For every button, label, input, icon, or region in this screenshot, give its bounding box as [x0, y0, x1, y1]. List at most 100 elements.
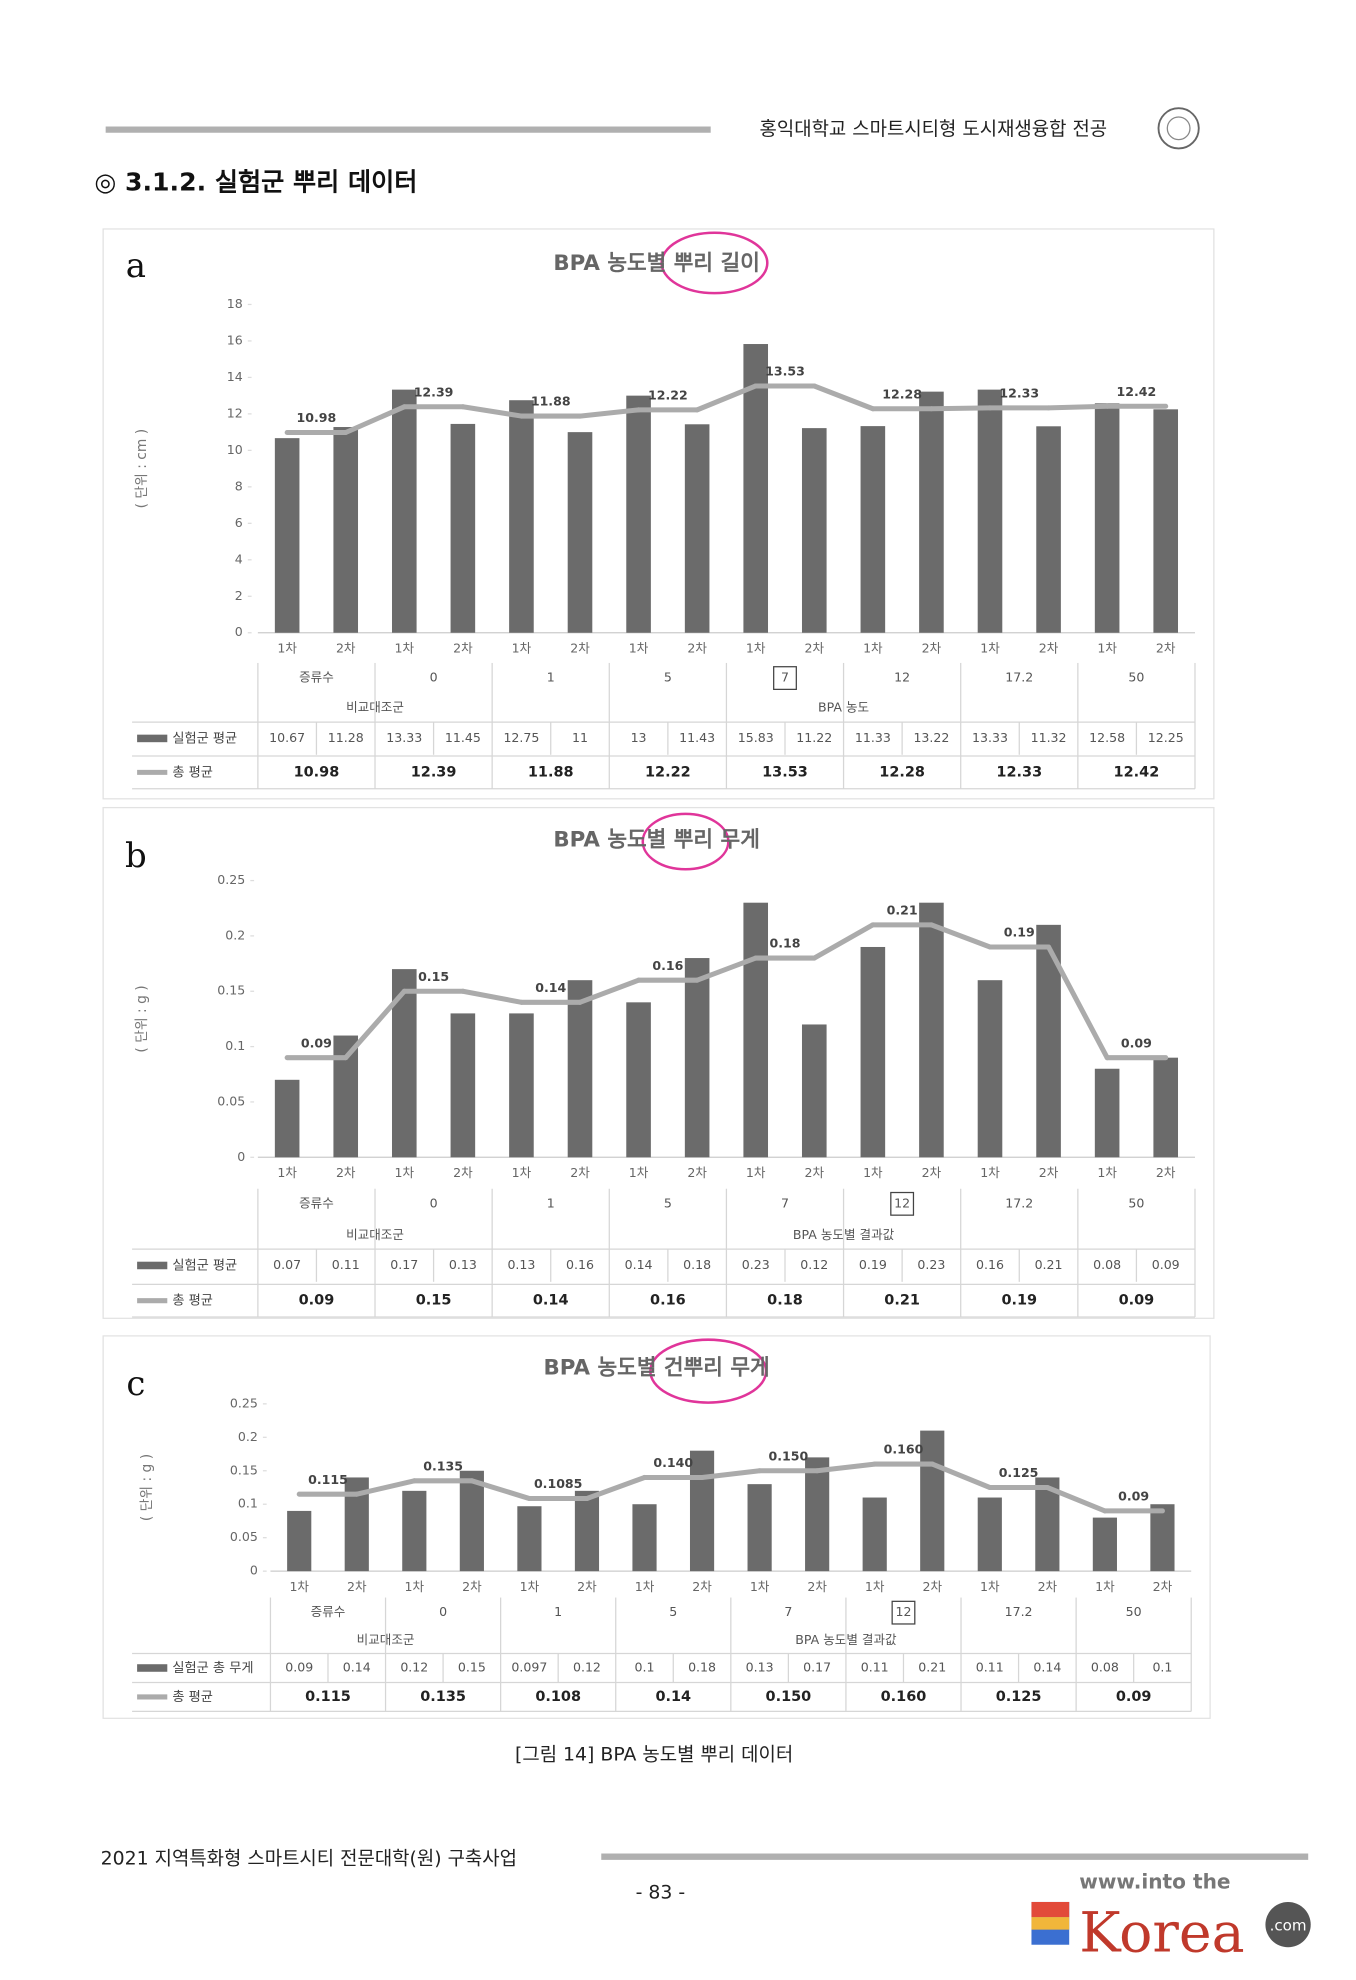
mean-line-link — [814, 1461, 878, 1474]
y-tick-label: 10 — [227, 442, 243, 457]
x-tick-label: 2차 — [462, 1579, 482, 1594]
bar — [860, 946, 886, 1158]
bar — [333, 1035, 359, 1158]
table-value: 13.33 — [386, 730, 422, 745]
bar — [450, 1013, 476, 1158]
panel-letter: c — [126, 1364, 145, 1404]
legend-label: 실험군 평균 — [172, 1257, 237, 1273]
data-label: 11.88 — [531, 394, 571, 409]
group-label: 5 — [664, 1195, 672, 1210]
table-value: 0.21 — [918, 1659, 946, 1674]
bar — [626, 395, 651, 633]
bar — [574, 1490, 600, 1572]
x-tick-label: 1차 — [395, 641, 415, 656]
mean-line-link — [343, 988, 407, 1061]
group-label: 17.2 — [1005, 1604, 1033, 1619]
mean-line-link — [694, 955, 759, 983]
x-tick-label: 1차 — [629, 1165, 649, 1180]
data-label: 12.28 — [882, 386, 922, 401]
table-mean: 0.14 — [533, 1293, 569, 1309]
bar — [743, 902, 769, 1158]
y-tick-label: 0.05 — [217, 1093, 245, 1108]
y-tick-label: 0.1 — [225, 1038, 245, 1053]
group-box — [891, 1600, 916, 1625]
table-value: 0.13 — [449, 1257, 477, 1272]
table-value: 11.45 — [445, 730, 481, 745]
page-number: - 83 - — [636, 1882, 686, 1904]
x-tick-label: 1차 — [512, 641, 532, 656]
group-label: 50 — [1128, 1195, 1144, 1210]
bar — [977, 1497, 1002, 1572]
bar — [459, 1470, 484, 1572]
table-mean: 13.53 — [762, 764, 808, 780]
data-label: 0.160 — [884, 1442, 924, 1457]
x-tick-label: 2차 — [570, 1165, 590, 1180]
table-value: 0.14 — [625, 1257, 653, 1272]
table-mean: 0.150 — [766, 1689, 812, 1705]
table-value: 10.67 — [269, 730, 305, 745]
x-tick-label: 2차 — [336, 1165, 356, 1180]
panel-letter: b — [125, 836, 147, 876]
table-mean: 12.33 — [996, 764, 1042, 780]
x-tick-label: 2차 — [577, 1579, 597, 1594]
group-label: 5 — [664, 670, 672, 685]
group-label: 12 — [894, 670, 910, 685]
mean-line-link — [694, 383, 759, 413]
table-value: 0.11 — [332, 1257, 360, 1272]
x-tick-label: 1차 — [863, 641, 883, 656]
table-value: 15.83 — [738, 730, 774, 745]
logo-com: .com — [1270, 1916, 1307, 1934]
y-tick-label: 6 — [235, 515, 243, 530]
table-value: 11 — [572, 730, 588, 745]
x-tick-label: 2차 — [805, 1165, 825, 1180]
y-tick-label: 0.25 — [217, 872, 245, 887]
chart-frame — [102, 228, 1215, 800]
table-mean: 0.15 — [416, 1293, 452, 1309]
table-mean: 0.09 — [1119, 1293, 1155, 1309]
group-label: 17.2 — [1005, 670, 1033, 685]
y-tick-label: 4 — [235, 551, 243, 566]
bar — [801, 1024, 827, 1158]
logo-block — [1031, 1901, 1070, 1918]
table-value: 0.07 — [273, 1257, 301, 1272]
x-tick-label: 2차 — [1039, 641, 1059, 656]
table-mean: 0.115 — [305, 1689, 351, 1705]
group-box — [773, 666, 797, 690]
x-tick-label: 1차 — [289, 1579, 309, 1594]
table-value: 11.28 — [328, 730, 364, 745]
group-label: 50 — [1128, 670, 1144, 685]
table-value: 12.58 — [1089, 730, 1125, 745]
mean-line-link — [577, 407, 642, 419]
logo-badge — [1265, 1901, 1311, 1948]
group-label: 12 — [895, 1604, 911, 1619]
group-label: 증류수 — [299, 670, 334, 685]
data-label: 0.150 — [769, 1448, 809, 1463]
data-label: 0.140 — [653, 1455, 693, 1470]
data-label: 12.33 — [999, 386, 1039, 401]
x-tick-label: 1차 — [1095, 1579, 1115, 1594]
group-label: 1 — [554, 1604, 562, 1619]
bar — [1092, 1517, 1117, 1572]
table-value: 0.17 — [803, 1659, 831, 1674]
bar — [509, 400, 534, 633]
bar — [862, 1497, 887, 1572]
legend-key — [137, 1261, 168, 1270]
logo-top: www.into the — [1079, 1870, 1230, 1894]
group-label: 0 — [430, 1195, 438, 1210]
bar — [450, 423, 476, 633]
table-value: 13 — [631, 730, 647, 745]
bar — [801, 428, 827, 633]
table-value: 0.08 — [1091, 1659, 1119, 1674]
header-title: 홍익대학교 스마트시티형 도시재생융합 전공 — [760, 118, 1108, 140]
emblem — [1157, 107, 1200, 150]
bar — [920, 1430, 945, 1572]
table-value: 0.16 — [976, 1257, 1004, 1272]
bar — [684, 424, 710, 633]
mean-line-link — [460, 404, 524, 419]
y-axis-label: ( 단위 : g ) — [139, 1454, 155, 1521]
table-mean: 12.42 — [1114, 764, 1160, 780]
y-tick-label: 0 — [235, 624, 243, 639]
legend-label: 총 평균 — [172, 764, 213, 780]
mean-line-link — [460, 988, 524, 1005]
